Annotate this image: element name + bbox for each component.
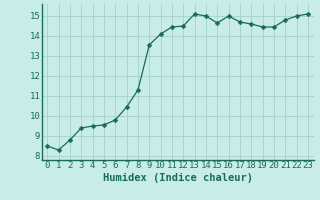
X-axis label: Humidex (Indice chaleur): Humidex (Indice chaleur) [103,173,252,183]
